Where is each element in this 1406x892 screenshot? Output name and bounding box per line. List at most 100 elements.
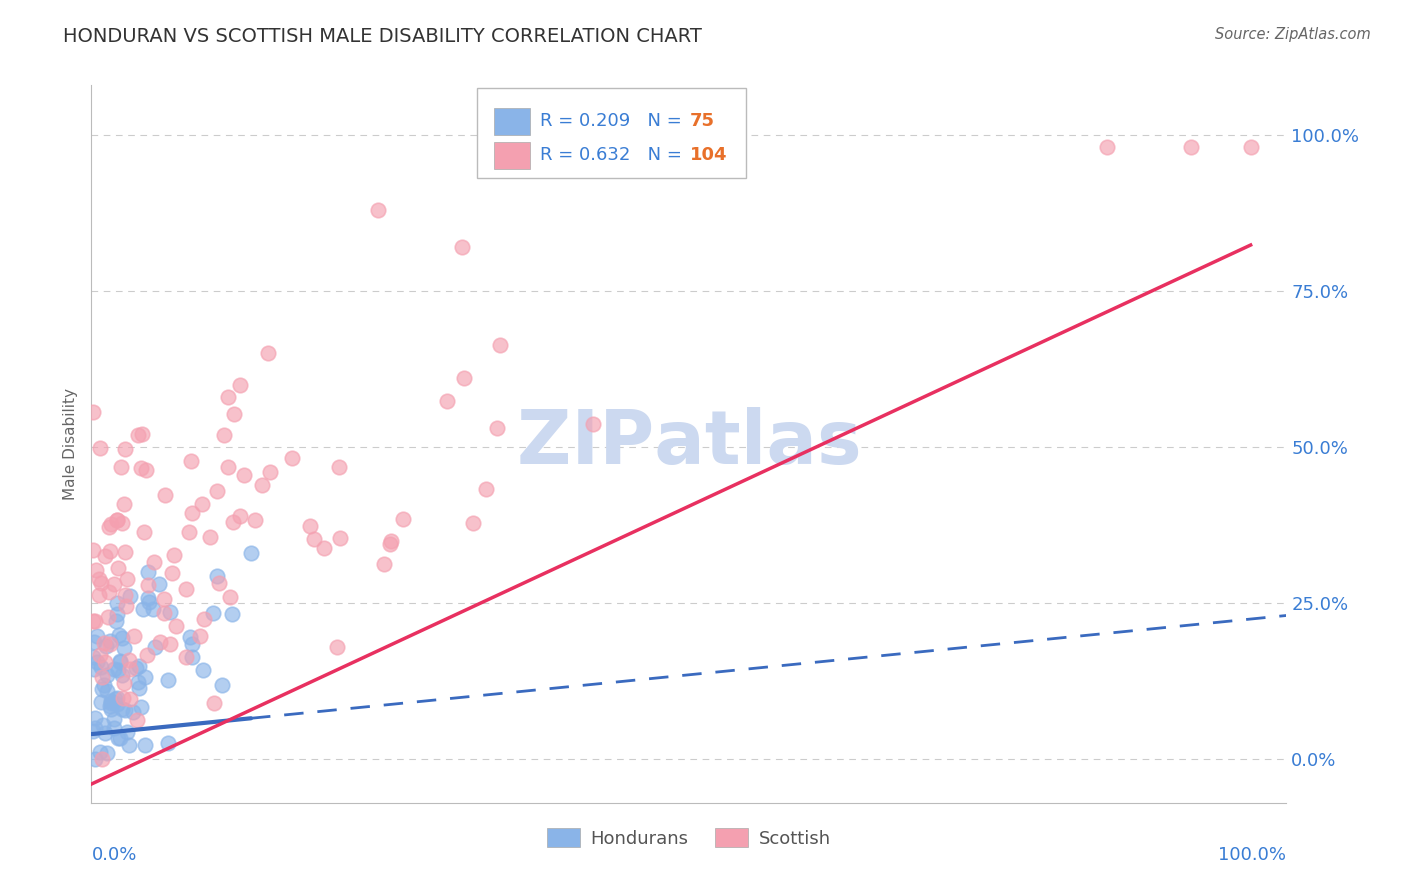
Point bbox=[208, 576, 231, 591]
Point bbox=[110, 655, 132, 669]
Y-axis label: Male Disability: Male Disability bbox=[63, 388, 79, 500]
Point bbox=[142, 555, 165, 569]
Point bbox=[82, 723, 104, 738]
Point bbox=[174, 649, 197, 664]
Point bbox=[138, 578, 160, 592]
Point bbox=[100, 633, 122, 648]
Point bbox=[118, 738, 141, 752]
Point bbox=[90, 752, 112, 766]
Point bbox=[91, 717, 114, 731]
Point bbox=[100, 516, 122, 531]
Point bbox=[134, 525, 156, 540]
Point bbox=[328, 460, 350, 475]
Point bbox=[181, 650, 204, 665]
Point bbox=[302, 532, 325, 546]
Point bbox=[125, 660, 148, 674]
Point bbox=[82, 649, 104, 664]
Point bbox=[211, 678, 233, 692]
Text: 0.0%: 0.0% bbox=[91, 846, 136, 863]
Text: Source: ZipAtlas.com: Source: ZipAtlas.com bbox=[1215, 27, 1371, 42]
Point bbox=[193, 611, 215, 625]
Point bbox=[97, 609, 120, 624]
Point bbox=[115, 573, 138, 587]
Point bbox=[229, 508, 252, 523]
Point bbox=[107, 628, 129, 642]
Point bbox=[259, 465, 281, 479]
Legend: Hondurans, Scottish: Hondurans, Scottish bbox=[540, 821, 838, 855]
Text: 100.0%: 100.0% bbox=[1219, 846, 1286, 863]
Point bbox=[1097, 140, 1119, 154]
Point bbox=[110, 460, 132, 475]
Point bbox=[176, 582, 198, 596]
Point bbox=[188, 629, 211, 643]
Point bbox=[222, 407, 245, 421]
Point bbox=[1240, 140, 1263, 154]
Point bbox=[122, 705, 145, 719]
Point bbox=[118, 589, 141, 603]
Point bbox=[90, 695, 112, 709]
Point bbox=[104, 691, 127, 706]
Point bbox=[83, 635, 105, 649]
Point bbox=[86, 655, 108, 669]
Point bbox=[179, 630, 201, 644]
Point bbox=[201, 607, 224, 621]
Text: R = 0.209   N =: R = 0.209 N = bbox=[540, 112, 688, 129]
Point bbox=[94, 549, 117, 564]
Point bbox=[252, 478, 274, 492]
Point bbox=[489, 338, 512, 352]
Point bbox=[127, 713, 149, 727]
Point bbox=[111, 668, 134, 682]
Point bbox=[233, 467, 256, 482]
Point bbox=[96, 684, 118, 698]
Point bbox=[486, 420, 509, 434]
Point bbox=[105, 698, 128, 712]
Point bbox=[83, 662, 105, 676]
Point bbox=[105, 607, 128, 621]
Point bbox=[104, 614, 127, 628]
Text: 75: 75 bbox=[690, 112, 716, 129]
Point bbox=[180, 637, 202, 651]
Point bbox=[240, 546, 263, 560]
Point bbox=[149, 635, 172, 649]
Point bbox=[83, 721, 105, 735]
Point bbox=[280, 450, 302, 465]
FancyBboxPatch shape bbox=[478, 88, 747, 178]
Point bbox=[177, 524, 200, 539]
Point bbox=[111, 632, 134, 646]
Point bbox=[83, 752, 105, 766]
Text: 104: 104 bbox=[690, 146, 728, 164]
Point bbox=[152, 606, 174, 620]
Point bbox=[143, 640, 166, 655]
Point bbox=[94, 725, 117, 739]
Point bbox=[131, 426, 153, 441]
Point bbox=[166, 618, 188, 632]
Point bbox=[105, 513, 128, 527]
Point bbox=[97, 520, 120, 534]
Point bbox=[373, 557, 395, 571]
Point bbox=[205, 568, 228, 582]
Point bbox=[142, 602, 165, 616]
Point bbox=[148, 577, 170, 591]
Point bbox=[134, 738, 156, 752]
Point bbox=[118, 652, 141, 666]
Point bbox=[367, 202, 389, 217]
Point bbox=[191, 497, 214, 511]
Point bbox=[453, 371, 475, 385]
Point bbox=[103, 712, 125, 726]
Point bbox=[136, 565, 159, 579]
Point bbox=[87, 588, 110, 602]
Point bbox=[96, 668, 118, 682]
Point bbox=[90, 660, 112, 674]
Point bbox=[163, 548, 186, 562]
Point bbox=[100, 694, 122, 708]
Point bbox=[181, 506, 204, 520]
Point bbox=[120, 662, 142, 676]
Point bbox=[299, 518, 322, 533]
Point bbox=[217, 460, 239, 475]
Point bbox=[107, 731, 129, 746]
Point bbox=[122, 629, 145, 643]
Point bbox=[107, 561, 129, 575]
Point bbox=[391, 512, 413, 526]
Point bbox=[84, 711, 107, 725]
Point bbox=[111, 516, 134, 530]
